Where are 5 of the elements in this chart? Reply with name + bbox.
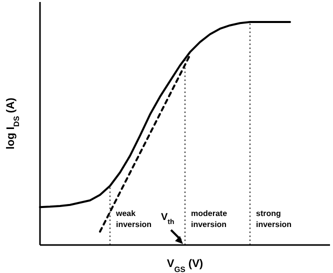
annotation: V$_{th}$: [161, 212, 174, 226]
annotation: strong inversion: [256, 209, 292, 229]
x-axis-title: V$_{GS}$ (V): [166, 258, 204, 273]
annotation: weak inversion: [115, 209, 152, 229]
annotation: moderate inversion: [191, 209, 228, 229]
